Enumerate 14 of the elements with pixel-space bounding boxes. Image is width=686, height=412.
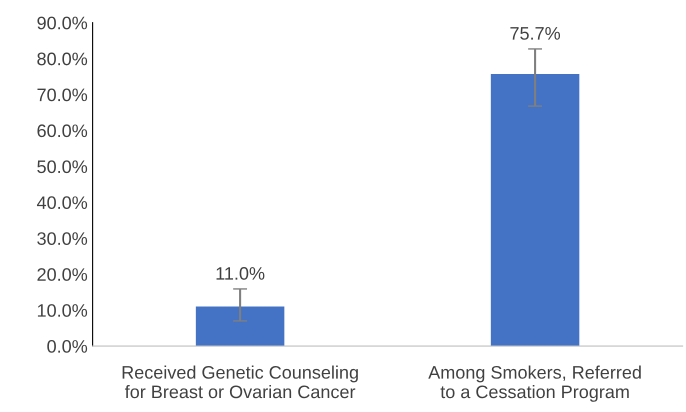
y-tick-label: 60.0% (37, 124, 88, 138)
y-tick-label: 0.0% (47, 340, 88, 353)
y-tick-label: 20.0% (37, 268, 88, 281)
y-tick-label: 70.0% (37, 88, 88, 102)
y-tick-label: 50.0% (37, 160, 88, 174)
x-tick-label: Among Smokers, Referred to a Cessation Program (428, 366, 641, 402)
y-tick-label: 40.0% (36, 196, 88, 210)
y-tick-label: 80.0% (37, 52, 88, 66)
data-label: 11.0% (216, 267, 264, 280)
data-label: 75.7% (510, 27, 560, 40)
y-tick-label: 90.0% (37, 16, 88, 30)
y-tick-label: 10.0% (38, 304, 88, 317)
y-tick-label: 30.0% (37, 232, 88, 245)
x-tick-label: Received Genetic Counseling for Breast or Ovarian Cancer (122, 366, 358, 398)
